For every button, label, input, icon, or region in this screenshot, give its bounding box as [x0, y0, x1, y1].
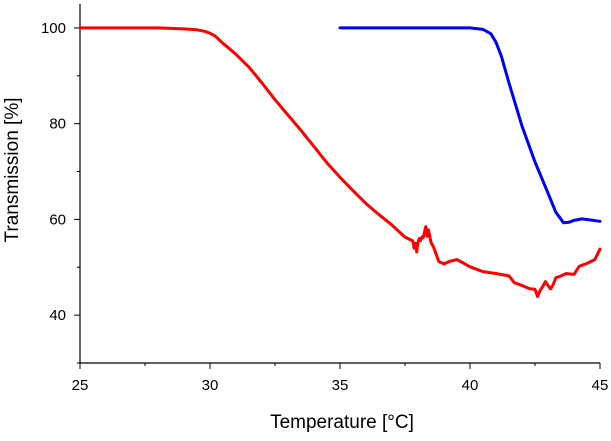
- y-axis-title: Transmission [%]: [2, 98, 23, 243]
- x-tick-label: 25: [72, 377, 89, 394]
- series: [78, 26, 602, 298]
- x-tick-label: 45: [592, 377, 609, 394]
- axes: [79, 4, 600, 364]
- x-tick-label: 35: [332, 377, 349, 394]
- ticks: 25 30 35 40 45 40 60 80 100: [41, 20, 608, 394]
- y-tick-label: 60: [49, 211, 66, 228]
- x-tick-label: 40: [462, 377, 479, 394]
- series-line-red: [78, 26, 602, 298]
- y-tick-label: 40: [49, 307, 66, 324]
- x-tick-label: 30: [202, 377, 219, 394]
- x-axis-title: Temperature [°C]: [270, 412, 414, 433]
- y-tick-label: 80: [49, 116, 66, 133]
- series-line-blue: [338, 26, 602, 225]
- axis-titles: Temperature [°C] Transmission [%]: [2, 98, 414, 434]
- y-tick-label: 100: [41, 20, 66, 37]
